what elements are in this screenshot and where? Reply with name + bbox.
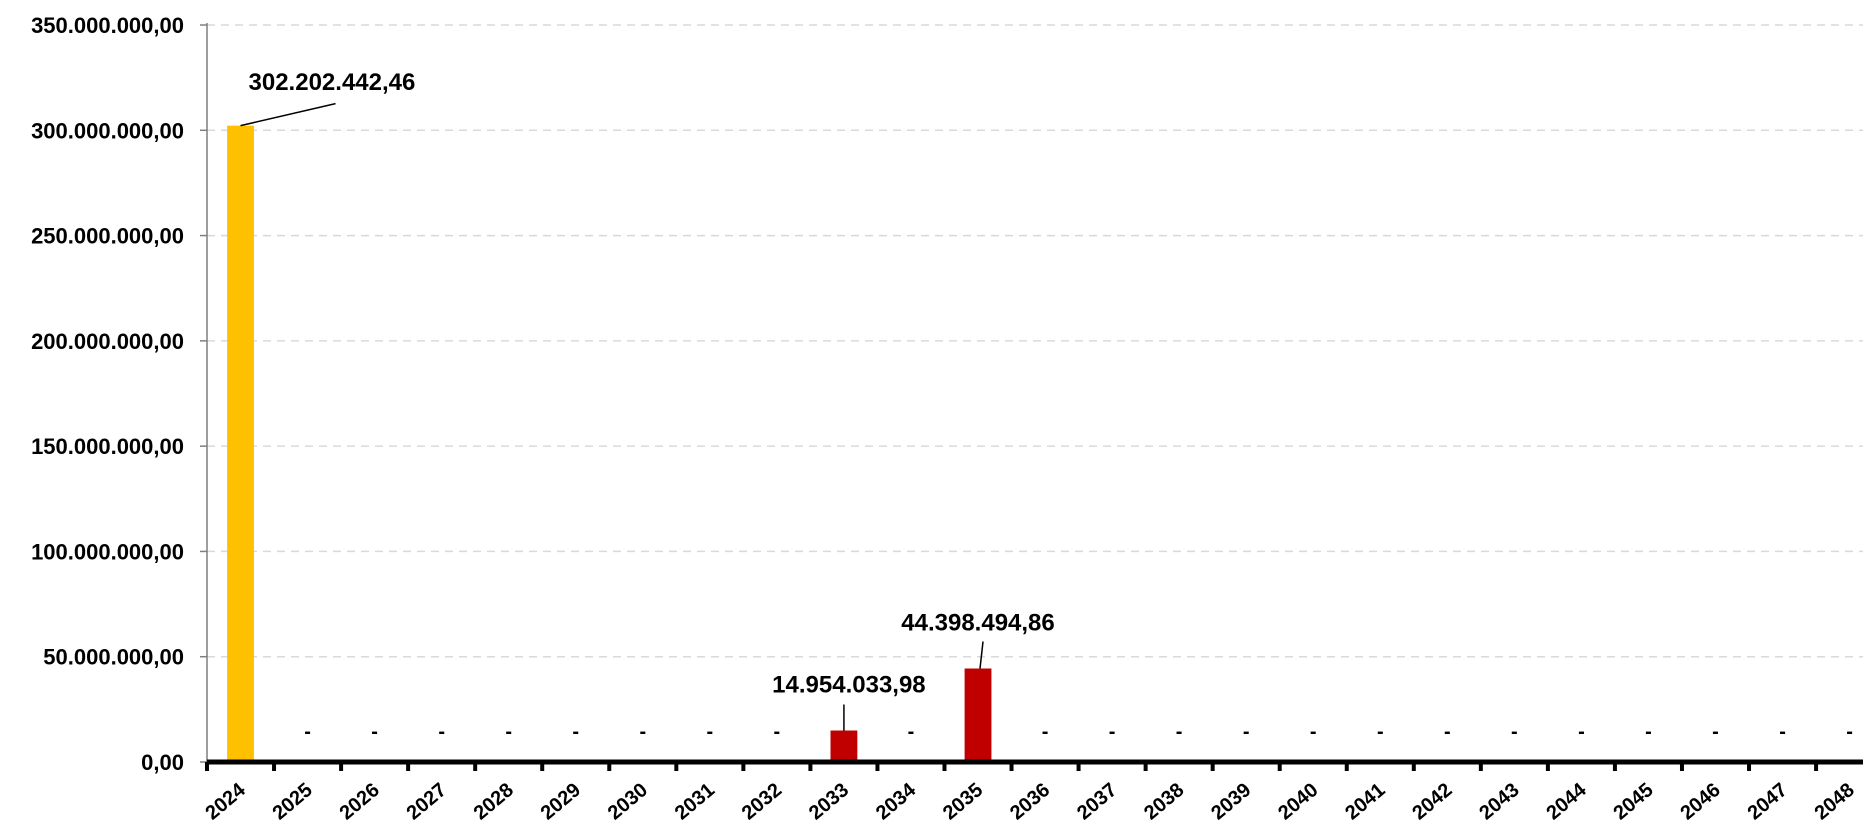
leader-line [240, 102, 336, 127]
y-axis: 0,00 50.000.000,00 100.000.000,00 150.000.0… [31, 13, 208, 775]
x-tick-label: 2040 [1274, 779, 1322, 824]
x-axis: 2024 2025 2026 2027 2028 2029 2030 2031 2032 2033… [202, 759, 1863, 824]
leader-line [979, 641, 984, 669]
data-label-2043: - [1511, 721, 1518, 743]
x-tick-label: 2025 [269, 779, 317, 824]
data-label-2046: - [1712, 721, 1719, 743]
x-tick-label: 2024 [202, 778, 251, 824]
x-tick-label: 2029 [537, 779, 585, 824]
data-label-2025: - [304, 721, 311, 743]
data-label-2039: - [1243, 721, 1250, 743]
x-tick-label: 2036 [1006, 779, 1054, 824]
y-tick-label: 100.000.000,00 [31, 539, 184, 564]
data-label-2030: - [639, 721, 646, 743]
x-tick-label: 2026 [336, 779, 384, 824]
y-tick-label: 300.000.000,00 [31, 118, 184, 143]
x-tick-label: 2028 [470, 779, 518, 824]
x-tick-label: 2047 [1744, 779, 1792, 824]
x-tick-label: 2046 [1676, 779, 1724, 824]
bars [227, 125, 992, 762]
bar-2035 [964, 668, 992, 762]
data-label-2042: - [1444, 721, 1451, 743]
data-label-2044: - [1578, 721, 1585, 743]
x-tick-label: 2039 [1207, 779, 1255, 824]
data-label-2028: - [505, 721, 512, 743]
x-tick-label: 2038 [1140, 779, 1188, 824]
x-tick-label: 2037 [1073, 779, 1121, 824]
bar-2024 [227, 125, 254, 762]
x-tick-label: 2042 [1408, 779, 1456, 824]
data-label-2040: - [1310, 721, 1317, 743]
x-tick-label: 2048 [1811, 779, 1859, 824]
data-labels: 302.202.442,46 - - - - - - - - 14.954.033,98 - 44.3… [240, 69, 1853, 743]
data-label-2032: - [774, 721, 781, 743]
x-tick-label: 2027 [403, 779, 451, 824]
x-tick-label: 2035 [939, 779, 987, 824]
x-tick-label: 2030 [604, 779, 652, 824]
data-label-2027: - [438, 721, 445, 743]
data-label-2037: - [1109, 721, 1116, 743]
y-tick-label: 150.000.000,00 [31, 434, 184, 459]
x-tick-label: 2043 [1475, 779, 1523, 824]
data-label-2048: - [1846, 721, 1853, 743]
data-label-2034: - [908, 721, 915, 743]
x-tick-label: 2045 [1609, 779, 1657, 824]
data-label-2029: - [572, 721, 579, 743]
data-label-2036: - [1042, 721, 1049, 743]
data-label-2035: 44.398.494,86 [901, 610, 1054, 637]
x-tick-label: 2031 [671, 779, 719, 824]
data-label-2041: - [1377, 721, 1384, 743]
data-label-2024: 302.202.442,46 [249, 69, 416, 96]
data-label-2038: - [1176, 721, 1183, 743]
y-tick-label: 250.000.000,00 [31, 224, 184, 249]
data-label-2033: 14.954.033,98 [772, 672, 925, 699]
y-tick-label: 50.000.000,00 [43, 645, 184, 670]
data-label-2031: - [706, 721, 713, 743]
y-tick-label: 200.000.000,00 [31, 329, 184, 354]
x-tick-label: 2034 [872, 778, 921, 824]
x-tick-label: 2032 [738, 779, 786, 824]
x-tick-label: 2033 [805, 779, 853, 824]
data-label-2045: - [1645, 721, 1652, 743]
data-label-2047: - [1779, 721, 1786, 743]
y-tick-label: 0,00 [141, 750, 184, 775]
x-tick-label: 2041 [1341, 779, 1389, 824]
gridlines [207, 24, 1863, 658]
data-label-2026: - [371, 721, 378, 743]
y-tick-label: 350.000.000,00 [31, 13, 184, 38]
x-tick-label: 2044 [1542, 778, 1591, 824]
bar-2033 [830, 730, 858, 762]
